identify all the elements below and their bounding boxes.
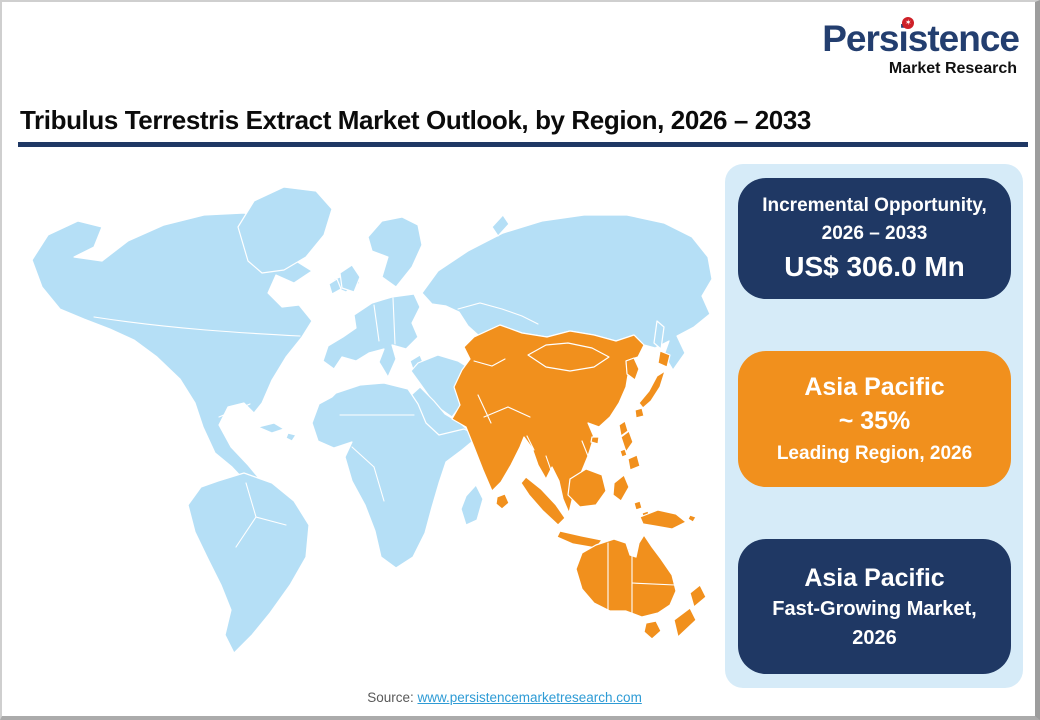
source-label: Source: <box>367 690 414 705</box>
star-in-red-dot-icon: ✶ <box>902 17 915 29</box>
card-fast-growing-market: Asia Pacific Fast-Growing Market, 2026 <box>738 539 1011 674</box>
logo-brand-text: Persistence <box>822 18 1020 59</box>
card-leading-region-share: ~ 35% <box>838 407 911 435</box>
card-fast-growing-caption: Fast-Growing Market, <box>772 597 977 620</box>
region-africa <box>311 382 480 569</box>
region-cuba <box>257 422 285 434</box>
region-madagascar <box>460 484 484 526</box>
region-sakhalin <box>653 320 665 350</box>
region-greenland <box>237 186 333 274</box>
region-sulawesi <box>612 474 630 502</box>
region-japan-hokkaido <box>657 350 671 368</box>
logo-subbrand: Market Research <box>888 60 1017 77</box>
card-leading-region-name: Asia Pacific <box>804 373 945 401</box>
region-north-america <box>31 212 313 486</box>
region-sri-lanka <box>495 493 510 510</box>
region-asia-mainland <box>451 324 645 514</box>
region-tasmania <box>643 620 662 640</box>
region-sumatra <box>520 476 566 526</box>
region-scandinavia <box>367 216 423 288</box>
region-borneo <box>567 468 607 508</box>
region-korea <box>625 357 640 381</box>
card-incremental-line1: Incremental Opportunity, <box>762 195 987 216</box>
black-sea <box>417 344 437 356</box>
card-incremental-value: US$ 306.0 Mn <box>784 251 965 282</box>
region-new-zealand-south <box>673 607 697 638</box>
card-incremental-line2: 2026 – 2033 <box>821 223 928 244</box>
map-land-group <box>31 186 713 654</box>
title-underline <box>18 142 1028 147</box>
region-hainan <box>590 436 600 445</box>
region-japan-honshu <box>638 370 666 409</box>
logo: Persistence ✶ Market Research <box>822 17 1020 78</box>
region-novaya-zemlya <box>491 214 510 237</box>
stats-panel: Incremental Opportunity, 2026 – 2033 US$… <box>725 164 1023 688</box>
region-philippines-luzon <box>620 430 634 453</box>
card-leading-region-caption: Leading Region, 2026 <box>776 443 973 464</box>
region-philippines-visayas <box>619 448 628 458</box>
card-leading-region: Asia Pacific ~ 35% Leading Region, 2026 <box>738 351 1011 487</box>
region-mongolia <box>527 342 610 372</box>
logo-brand: Persistence ✶ <box>822 17 1020 59</box>
region-new-guinea <box>639 509 687 530</box>
region-ireland <box>328 278 342 295</box>
page-title: Tribulus Terrestris Extract Market Outlo… <box>20 105 811 135</box>
region-moluccas-1 <box>633 500 643 511</box>
region-south-america <box>187 472 310 654</box>
card-fast-growing-region-name: Asia Pacific <box>804 563 945 592</box>
region-europe <box>322 293 421 378</box>
source-line: Source: www.persistencemarketresearch.co… <box>2 690 1007 705</box>
source-link[interactable]: www.persistencemarketresearch.com <box>417 690 642 705</box>
map-country-borders <box>93 297 676 616</box>
region-melanesia-island <box>687 514 697 523</box>
region-australia <box>575 534 677 618</box>
caspian-sea <box>447 330 459 356</box>
region-new-zealand-north <box>689 584 707 608</box>
card-incremental-opportunity: Incremental Opportunity, 2026 – 2033 US$… <box>738 178 1011 299</box>
region-japan-kyushu <box>634 407 645 419</box>
map-region-asia-pacific <box>451 324 707 640</box>
region-philippines-mindanao <box>627 454 641 471</box>
region-caribbean-island <box>285 432 297 442</box>
card-fast-growing-year: 2026 <box>852 626 897 649</box>
region-uk <box>339 264 361 293</box>
world-map <box>22 165 722 677</box>
